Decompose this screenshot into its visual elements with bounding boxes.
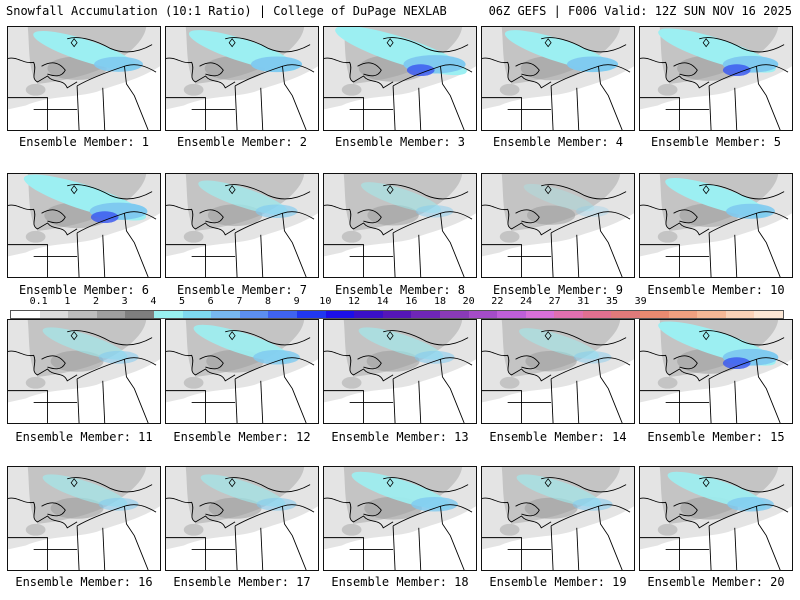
- map-title: Snowfall Accumulation (10:1 Ratio) | Col…: [6, 4, 447, 18]
- legend-label: 7: [236, 296, 243, 307]
- ensemble-member-map: [165, 466, 319, 571]
- ensemble-member-label: Ensemble Member: 8: [334, 283, 466, 297]
- ensemble-member-label: Ensemble Member: 14: [489, 430, 627, 444]
- ensemble-member-map: [165, 173, 319, 278]
- ensemble-member-map: [7, 26, 161, 131]
- legend-swatch: [153, 311, 183, 318]
- ensemble-member-map: [7, 173, 161, 278]
- legend-swatch: [211, 311, 240, 318]
- ensemble-member-map: [323, 173, 477, 278]
- ensemble-member-label: Ensemble Member: 12: [173, 430, 311, 444]
- legend-swatch: [468, 311, 498, 318]
- legend-label: 6: [207, 296, 214, 307]
- legend-label: 18: [433, 296, 447, 307]
- legend-label: 24: [519, 296, 533, 307]
- legend-label: 35: [605, 296, 619, 307]
- legend-swatch: [640, 311, 669, 318]
- ensemble-member-map: [7, 319, 161, 424]
- legend-swatch: [125, 311, 154, 318]
- legend-swatch: [725, 311, 755, 318]
- legend-swatch: [754, 311, 784, 318]
- ensemble-member-label: Ensemble Member: 6: [18, 283, 150, 297]
- ensemble-member-map: [481, 173, 635, 278]
- legend-label: 1: [64, 296, 71, 307]
- legend-label: 4: [150, 296, 157, 307]
- ensemble-member-label: Ensemble Member: 11: [15, 430, 153, 444]
- ensemble-member-label: Ensemble Member: 13: [331, 430, 469, 444]
- ensemble-member-map: [639, 26, 793, 131]
- legend-label: 31: [577, 296, 590, 307]
- legend-label: 8: [264, 296, 272, 307]
- legend-swatch: [668, 311, 698, 318]
- ensemble-member-label: Ensemble Member: 18: [331, 575, 469, 589]
- ensemble-member-map: [165, 319, 319, 424]
- legend-label: 22: [491, 296, 504, 307]
- legend-label: 16: [405, 296, 418, 307]
- legend-swatch: [354, 311, 383, 318]
- legend-swatch: [11, 311, 40, 318]
- legend-label: 27: [548, 296, 561, 307]
- legend-swatch: [439, 311, 469, 318]
- ensemble-member-label: Ensemble Member: 1: [18, 135, 150, 149]
- legend-label: 9: [293, 296, 300, 307]
- ensemble-member-label: Ensemble Member: 4: [492, 135, 624, 149]
- legend-label: 10: [319, 296, 332, 307]
- legend-label: 12: [347, 296, 361, 307]
- ensemble-member-label: Ensemble Member: 17: [173, 575, 311, 589]
- ensemble-member-label: Ensemble Member: 3: [334, 135, 466, 149]
- ensemble-member-label: Ensemble Member: 10: [647, 283, 785, 297]
- ensemble-member-map: [323, 319, 477, 424]
- legend-swatch: [525, 311, 555, 318]
- legend-swatch: [582, 311, 612, 318]
- model-valid-time: 06Z GEFS | F006 Valid: 12Z SUN NOV 16 20…: [488, 4, 792, 18]
- legend-swatch: [239, 311, 269, 318]
- ensemble-member-map: [165, 26, 319, 131]
- legend-swatch: [39, 311, 69, 318]
- ensemble-member-map: [7, 466, 161, 571]
- legend-label: 0.1: [29, 296, 48, 307]
- legend-swatch: [382, 311, 412, 318]
- ensemble-member-map: [481, 466, 635, 571]
- legend-label: 39: [634, 296, 647, 307]
- legend-label: 14: [376, 296, 389, 307]
- ensemble-member-label: Ensemble Member: 16: [15, 575, 153, 589]
- ensemble-member-map: [639, 173, 793, 278]
- ensemble-member-map: [481, 319, 635, 424]
- legend-swatch: [411, 311, 440, 318]
- color-legend: 0.1 1 2 3 4 5 6 7 8 9 10 12 14 16 18 20 22 24 27 31 35 39: [10, 296, 784, 322]
- legend-swatch: [554, 311, 583, 318]
- legend-swatch: [325, 311, 355, 318]
- legend-label: 20: [462, 296, 475, 307]
- ensemble-member-map: [639, 319, 793, 424]
- legend-labels: 0.1 1 2 3 4 5 6 7 8 9 10 12 14 16 18 20 22 24 27 31 35 39: [10, 296, 784, 309]
- legend-swatch: [611, 311, 641, 318]
- legend-label: 5: [178, 296, 186, 307]
- legend-label: 3: [121, 296, 128, 307]
- legend-label: 2: [92, 296, 100, 307]
- legend-color-bar: [10, 310, 784, 319]
- legend-swatch: [182, 311, 212, 318]
- ensemble-member-label: Ensemble Member: 15: [647, 430, 785, 444]
- ensemble-member-label: Ensemble Member: 2: [176, 135, 308, 149]
- legend-swatch: [68, 311, 97, 318]
- legend-swatch: [268, 311, 297, 318]
- ensemble-member-label: Ensemble Member: 20: [647, 575, 785, 589]
- ensemble-member-map: [639, 466, 793, 571]
- legend-swatch: [296, 311, 326, 318]
- ensemble-member-label: Ensemble Member: 7: [176, 283, 308, 297]
- ensemble-member-map: [323, 466, 477, 571]
- ensemble-member-map: [481, 26, 635, 131]
- ensemble-member-map: [323, 26, 477, 131]
- legend-swatch: [497, 311, 526, 318]
- ensemble-member-label: Ensemble Member: 19: [489, 575, 627, 589]
- legend-swatch: [697, 311, 726, 318]
- ensemble-member-label: Ensemble Member: 9: [492, 283, 624, 297]
- legend-swatch: [96, 311, 126, 318]
- ensemble-member-label: Ensemble Member: 5: [650, 135, 782, 149]
